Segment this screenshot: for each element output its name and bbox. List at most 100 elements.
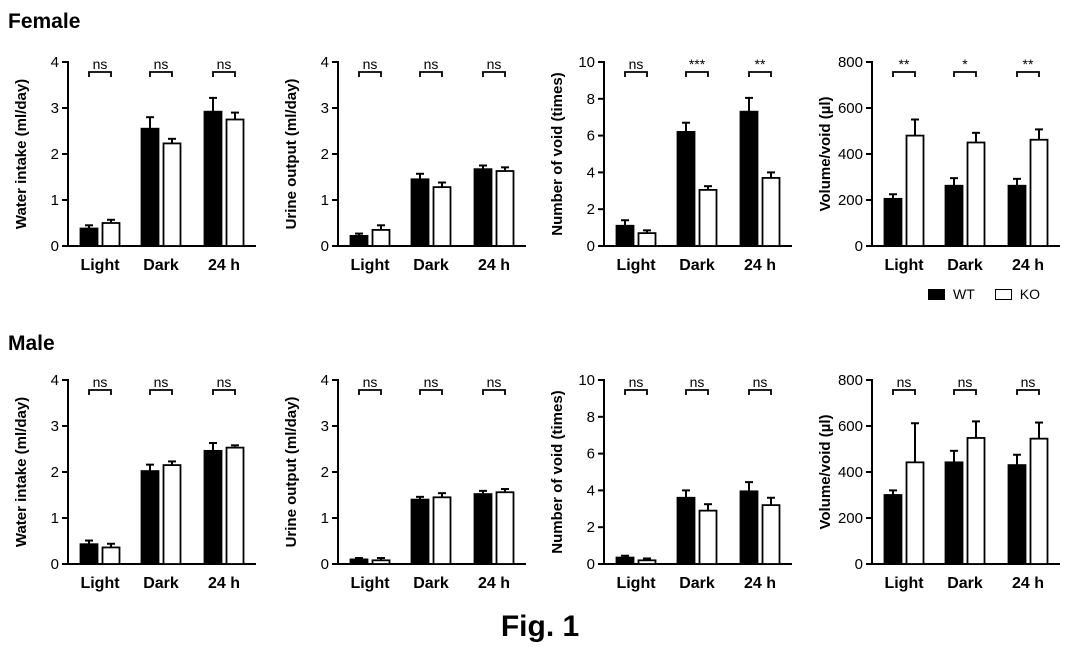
bar-ko	[162, 464, 182, 565]
significance-bracket	[88, 389, 112, 395]
y-axis-label: Urine output (ml/day)	[283, 397, 300, 548]
bar-wt	[473, 493, 493, 565]
legend-label-wt: WT	[953, 286, 975, 302]
bar-wt	[410, 498, 430, 565]
y-axis-label: Volume/void (µl)	[817, 414, 834, 529]
bar-ko	[225, 446, 245, 565]
bar-ko	[761, 177, 781, 247]
y-tick-label: 2	[587, 201, 595, 218]
y-tick-label: 4	[321, 54, 329, 71]
y-tick-label: 0	[321, 556, 329, 573]
significance-bracket	[685, 389, 709, 395]
y-tick-label: 8	[587, 91, 595, 108]
row-title-female: Female	[8, 10, 81, 33]
significance-label: **	[899, 56, 910, 72]
bar-wt	[615, 224, 635, 247]
x-tick-label: Light	[616, 257, 656, 274]
y-tick-label: 2	[321, 146, 329, 163]
significance-bracket	[748, 71, 772, 77]
legend-label-ko: KO	[1019, 286, 1040, 302]
significance-bracket	[88, 71, 112, 77]
y-tick-label: 3	[51, 418, 59, 435]
y-tick-label: 1	[51, 510, 59, 527]
bar-wt	[349, 558, 369, 565]
bar-wt	[203, 449, 223, 565]
y-tick-label: 400	[838, 146, 863, 163]
bar-ko	[101, 546, 121, 565]
significance-label: ns	[424, 374, 439, 390]
bar-ko	[698, 188, 718, 247]
y-tick-label: 2	[51, 146, 59, 163]
row-title-male: Male	[8, 332, 55, 355]
x-tick-label: 24 h	[208, 257, 240, 274]
significance-bracket	[149, 389, 173, 395]
x-tick-label: Light	[350, 257, 390, 274]
significance-bracket	[1016, 389, 1040, 395]
x-tick-label: Dark	[947, 257, 983, 274]
bar-wt	[676, 496, 696, 565]
bar-wt	[140, 127, 160, 247]
significance-label: ns	[93, 374, 108, 390]
y-tick-label: 0	[855, 238, 863, 255]
bar-ko	[761, 504, 781, 565]
x-tick-label: 24 h	[744, 257, 776, 274]
significance-label: ns	[1021, 374, 1036, 390]
bar-ko	[905, 134, 925, 247]
significance-bracket	[748, 389, 772, 395]
bar-ko	[432, 186, 452, 247]
x-tick-label: Dark	[143, 257, 179, 274]
y-tick-label: 6	[587, 128, 595, 145]
y-tick-label: 2	[587, 519, 595, 536]
y-tick-label: 4	[51, 372, 59, 389]
x-tick-label: Dark	[413, 575, 449, 592]
y-tick-label: 200	[838, 192, 863, 209]
bar-ko	[162, 142, 182, 247]
bar-wt	[1007, 184, 1027, 247]
y-tick-label: 0	[51, 556, 59, 573]
x-tick-label: Light	[80, 257, 120, 274]
bar-ko	[495, 170, 515, 247]
significance-label: ns	[958, 374, 973, 390]
significance-label: *	[962, 56, 968, 72]
bar-ko	[1029, 138, 1049, 247]
y-tick-label: 400	[838, 464, 863, 481]
x-tick-label: Light	[350, 575, 390, 592]
significance-label: ns	[93, 56, 108, 72]
significance-bracket	[212, 389, 236, 395]
y-tick-label: 4	[321, 372, 329, 389]
bar-wt	[883, 197, 903, 247]
significance-bracket	[482, 389, 506, 395]
x-tick-label: Dark	[679, 575, 715, 592]
y-tick-label: 600	[838, 100, 863, 117]
bar-wt	[944, 461, 964, 565]
bar-wt	[410, 178, 430, 247]
significance-label: ns	[753, 374, 768, 390]
y-tick-label: 800	[838, 372, 863, 389]
x-tick-label: Dark	[679, 257, 715, 274]
significance-label: ns	[154, 56, 169, 72]
significance-label: ns	[363, 56, 378, 72]
bar-ko	[637, 559, 657, 565]
x-tick-label: Light	[884, 575, 924, 592]
significance-bracket	[1016, 71, 1040, 77]
y-tick-label: 6	[587, 446, 595, 463]
x-tick-label: Light	[80, 575, 120, 592]
x-tick-label: 24 h	[744, 575, 776, 592]
y-tick-label: 2	[51, 464, 59, 481]
y-axis-label: Number of void (times)	[549, 390, 566, 553]
significance-bracket	[358, 71, 382, 77]
bar-wt	[676, 131, 696, 247]
x-tick-label: Dark	[143, 575, 179, 592]
bar-ko	[432, 496, 452, 565]
significance-bracket	[953, 71, 977, 77]
significance-label: ns	[424, 56, 439, 72]
significance-bracket	[212, 71, 236, 77]
bar-wt	[79, 543, 99, 565]
bar-wt	[203, 110, 223, 247]
